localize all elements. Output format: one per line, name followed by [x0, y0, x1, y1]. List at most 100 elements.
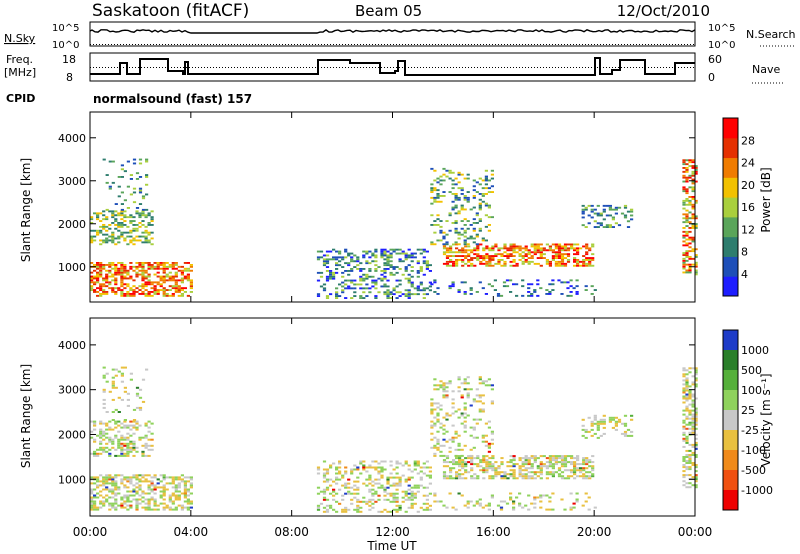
range-cell [138, 158, 143, 161]
range-cell [467, 249, 471, 252]
range-cell [120, 502, 124, 505]
range-cell [114, 426, 118, 429]
range-cell [466, 414, 470, 417]
range-cell [614, 428, 618, 431]
range-cell [174, 496, 178, 499]
range-cell [518, 465, 522, 468]
range-cell [162, 271, 166, 274]
range-cell [506, 247, 510, 250]
range-cell [422, 287, 426, 290]
range-cell [156, 281, 160, 284]
range-cell [162, 291, 166, 293]
range-cell [93, 488, 97, 491]
range-cell [582, 467, 586, 470]
range-cell [135, 420, 139, 423]
range-cell [407, 264, 411, 267]
range-cell [359, 287, 363, 290]
range-cell [626, 210, 631, 213]
range-cell [691, 451, 695, 454]
range-cell [626, 434, 631, 437]
range-cell [359, 462, 363, 465]
range-cell [694, 427, 698, 430]
range-cell [533, 247, 537, 250]
range-cell [111, 502, 115, 505]
range-cell [186, 490, 190, 493]
range-cell [685, 449, 689, 452]
range-cell [183, 269, 187, 272]
range-cell [694, 263, 698, 266]
range-cell [135, 478, 139, 481]
range-cell [582, 461, 586, 464]
range-cell [694, 478, 698, 481]
range-cell [576, 260, 580, 263]
range-cell [691, 367, 695, 370]
range-cell [105, 432, 109, 435]
range-cell [608, 420, 612, 423]
cpid-mode: normalsound (fast) 157 [93, 92, 252, 106]
range-cell [132, 220, 136, 222]
range-cell [105, 174, 109, 176]
range-cell [461, 249, 465, 252]
range-cell [425, 250, 429, 253]
range-cell [572, 502, 576, 505]
range-cell [374, 279, 378, 282]
range-cell [189, 285, 193, 288]
range-cell [108, 239, 112, 242]
range-cell [463, 208, 467, 211]
range-cell [153, 500, 157, 503]
range-cell [141, 378, 146, 381]
range-cell [433, 500, 437, 503]
range-cell [374, 248, 378, 251]
range-cell [682, 227, 686, 229]
range-cell [392, 273, 396, 276]
range-cell [111, 275, 115, 278]
range-cell [147, 502, 151, 505]
range-cell [153, 265, 157, 268]
range-cell [579, 467, 583, 470]
range-cell [454, 410, 458, 413]
range-cell [439, 220, 443, 222]
range-cell [466, 506, 470, 509]
range-cell [171, 494, 175, 497]
range-cell [588, 471, 592, 474]
range-cell [469, 208, 473, 211]
range-cell [111, 496, 115, 499]
range-cell [93, 438, 97, 441]
range-cell [138, 474, 142, 477]
range-cell [147, 262, 151, 264]
range-cell [135, 291, 139, 293]
range-cell [353, 266, 357, 268]
range-cell [368, 498, 372, 501]
range-cell [452, 262, 456, 265]
range-cell [322, 264, 327, 267]
range-cell [153, 289, 157, 291]
range-cell [90, 241, 94, 244]
range-cell [150, 265, 154, 268]
range-cell [392, 289, 396, 292]
range-cell [332, 508, 336, 511]
range-cell [521, 473, 525, 476]
range-cell [430, 241, 434, 244]
range-cell [512, 457, 516, 460]
range-cell [596, 436, 600, 439]
range-cell [442, 386, 446, 389]
range-cell [395, 266, 399, 268]
range-cell [442, 253, 447, 256]
range-cell [442, 454, 446, 457]
range-cell [694, 454, 698, 456]
range-cell [691, 415, 695, 418]
range-cell [545, 494, 549, 497]
range-cell [316, 250, 321, 253]
range-cell [132, 229, 136, 232]
range-cell [102, 422, 106, 425]
range-cell [189, 279, 193, 282]
range-cell [111, 419, 115, 421]
range-cell [467, 253, 471, 256]
range-cell [120, 285, 124, 288]
range-cell [108, 420, 112, 423]
range-cell [93, 496, 97, 499]
range-cell [566, 477, 571, 480]
range-cell [466, 177, 470, 180]
range-cell [470, 257, 474, 259]
range-cell [620, 422, 625, 425]
